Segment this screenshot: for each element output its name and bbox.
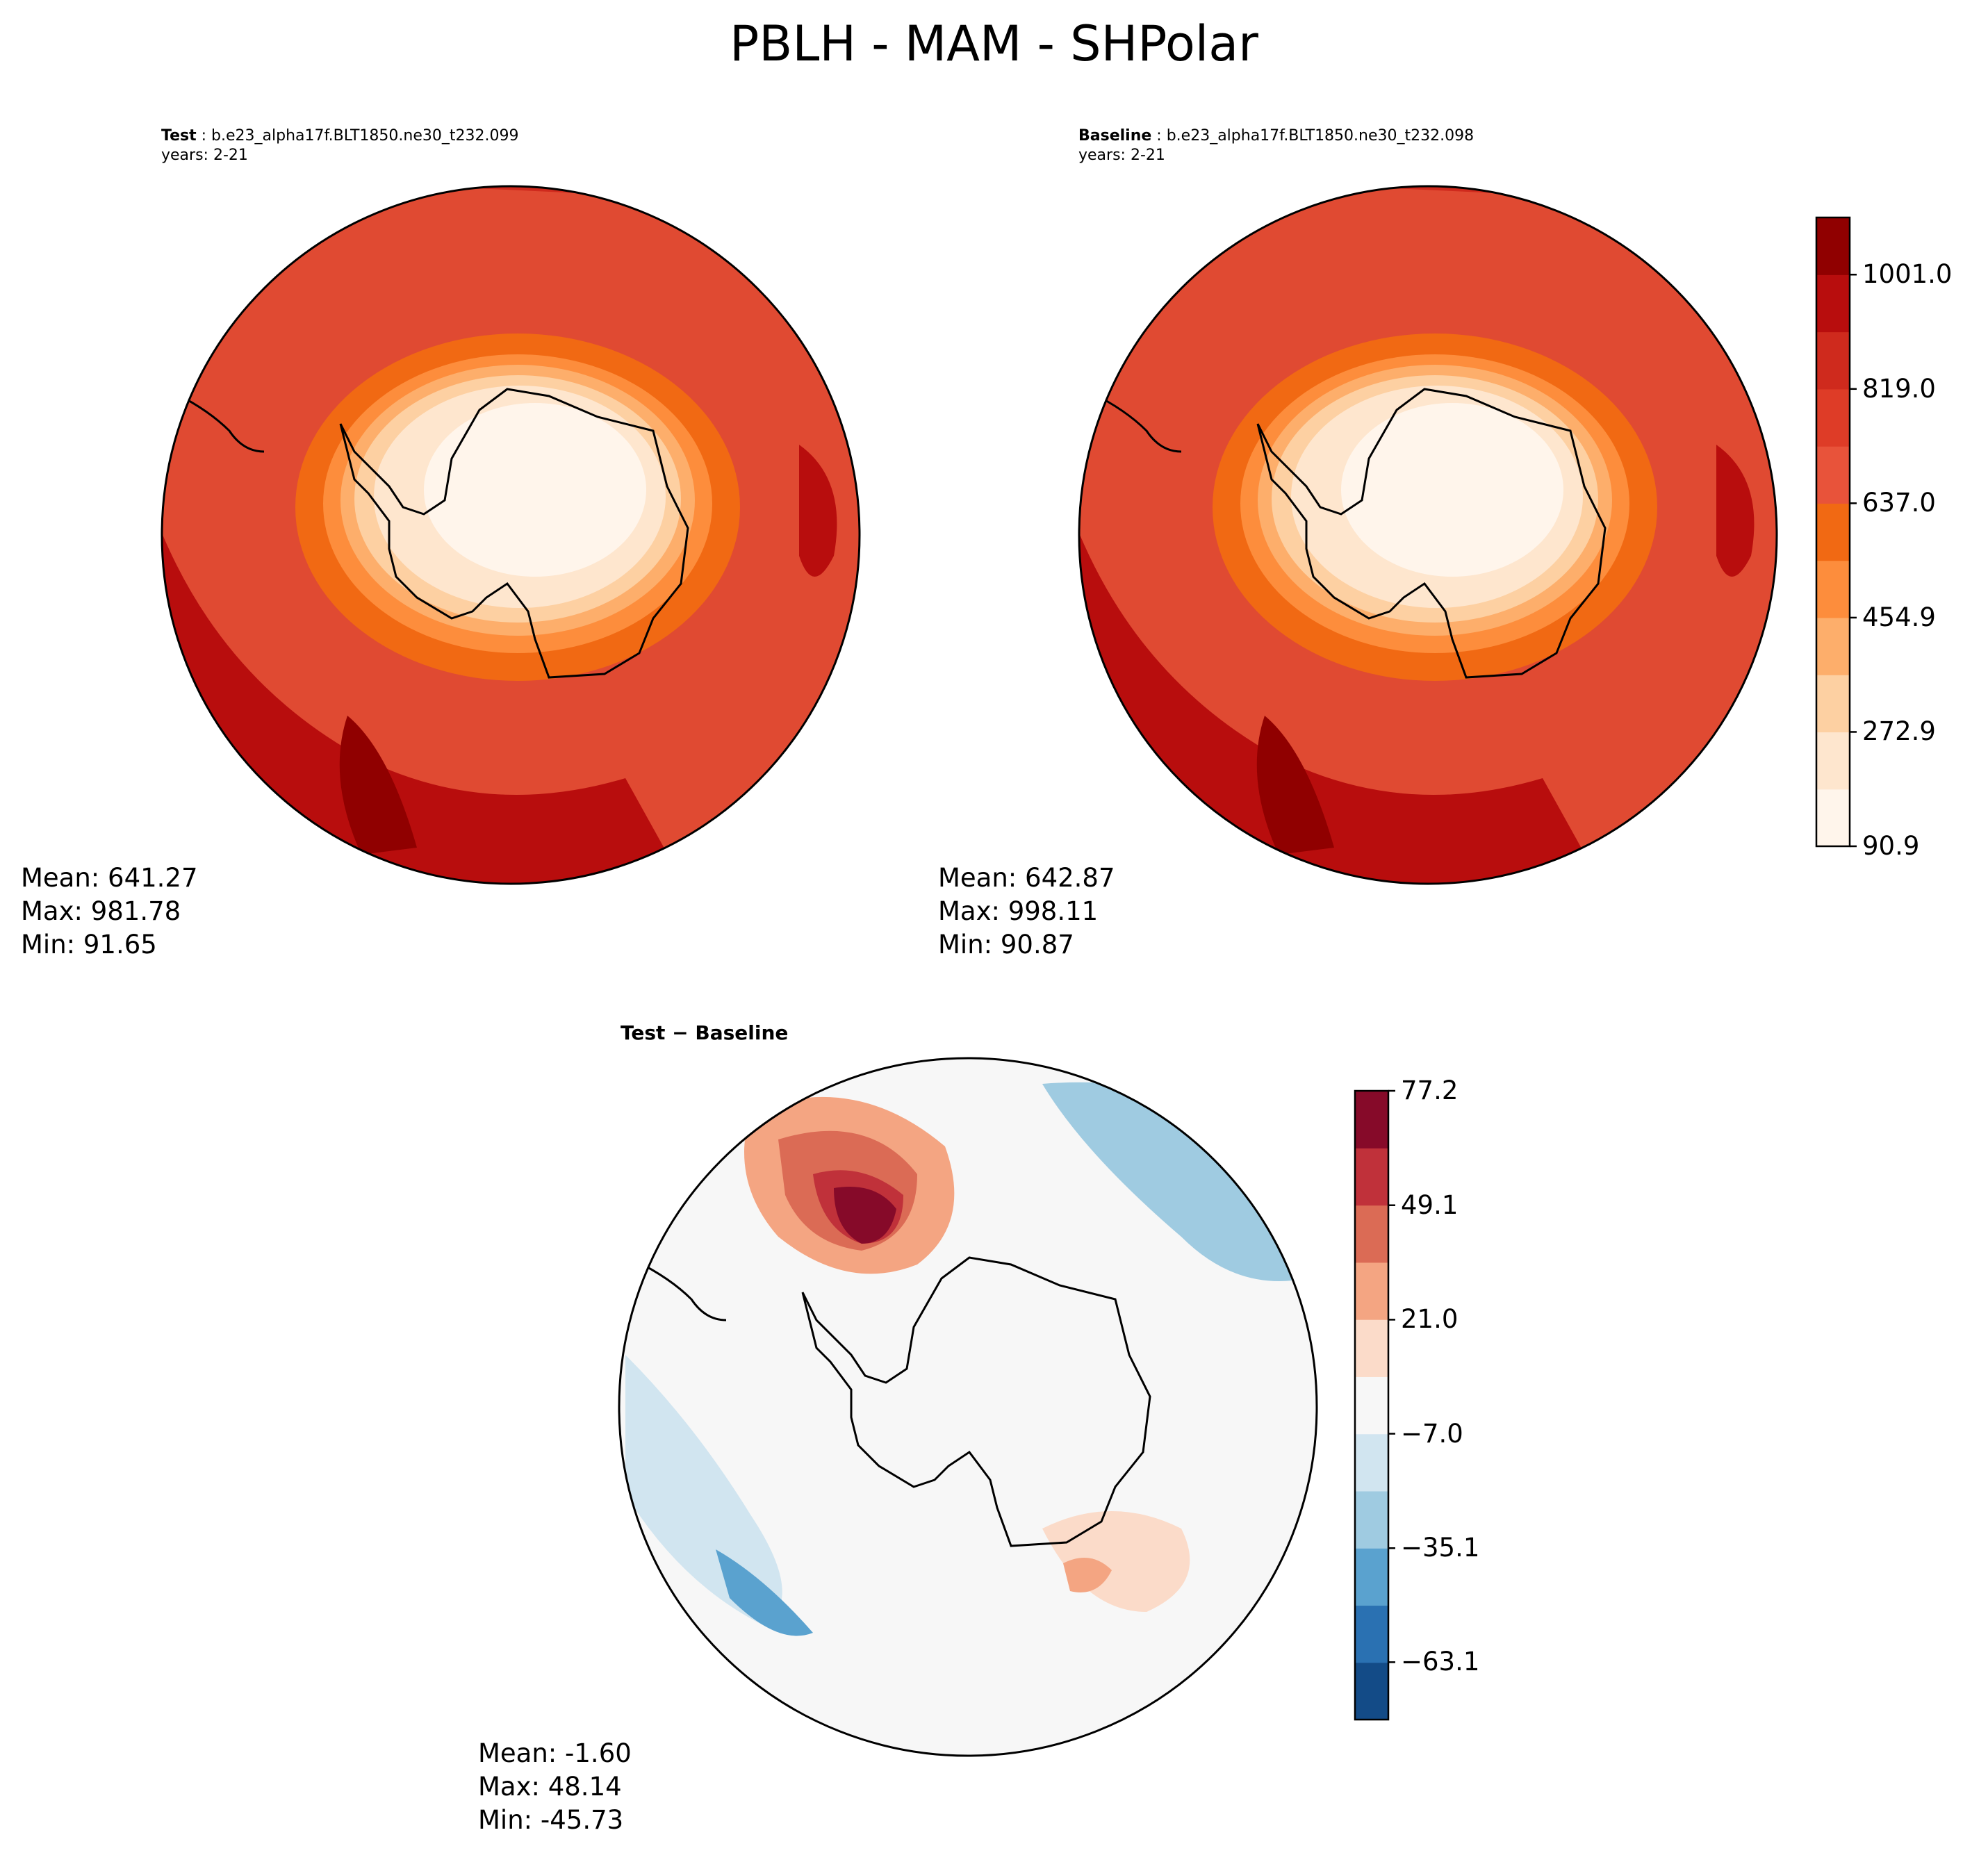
baseline-field-east-patch: [1716, 445, 1755, 577]
colorbar-diff-tick-label-5: 77.2: [1401, 1076, 1459, 1105]
test-label: Test: [161, 127, 197, 145]
colorbar-diff-segment-5: [1355, 1376, 1388, 1435]
baseline-label: Baseline: [1078, 127, 1152, 145]
baseline-south-america-coastline: [1090, 391, 1182, 453]
test-mean: Mean: 641.27: [21, 863, 198, 893]
colorbar-main-segment-4: [1816, 560, 1850, 618]
colorbar-diff-segment-0: [1355, 1662, 1388, 1720]
colorbar-diff-tick-label-2: −7.0: [1401, 1418, 1463, 1449]
diff-map: [619, 1058, 1317, 1756]
test-max: Max: 981.78: [21, 896, 181, 926]
diff-field-southwest-negative: [625, 1355, 782, 1626]
test-min: Min: 91.65: [21, 930, 157, 960]
colorbar-main-tick-label-4: 819.0: [1862, 373, 1936, 404]
colorbar-diff-segment-4: [1355, 1433, 1388, 1492]
test-panel-title: Test : b.e23_alpha17f.BLT1850.ne30_t232.…: [161, 127, 519, 164]
baseline-mean: Mean: 642.87: [938, 863, 1115, 893]
baseline-map: [1079, 186, 1777, 884]
diff-field-northeast-negative: [1042, 1082, 1317, 1282]
colorbar-diff-segment-3: [1355, 1490, 1388, 1549]
baseline-stats: Mean: 642.87 Max: 998.11 Min: 90.87: [938, 862, 1115, 962]
colorbar-diff-tick-label-1: −35.1: [1401, 1533, 1480, 1563]
test-map-boundary: [161, 185, 861, 885]
test-antarctica-coastline: [339, 388, 689, 679]
colorbar-diff-tick-label-0: −63.1: [1401, 1647, 1480, 1677]
test-field-max-patch: [339, 716, 417, 855]
colorbar-diff-segment-7: [1355, 1262, 1388, 1320]
diff-field-southeast-patch: [1063, 1558, 1112, 1592]
baseline-field-center: [1341, 403, 1563, 577]
diff-mean: Mean: -1.60: [478, 1738, 632, 1768]
diff-south-america-coastline: [635, 1260, 727, 1321]
colorbar-main-segment-2: [1816, 675, 1850, 733]
colorbar-main-segment-9: [1816, 274, 1850, 333]
colorbar-main-segment-7: [1816, 388, 1850, 447]
diff-stats: Mean: -1.60 Max: 48.14 Min: -45.73: [478, 1737, 632, 1837]
colorbar-diff-tick-label-3: 21.0: [1401, 1304, 1459, 1335]
colorbar-main-segment-8: [1816, 331, 1850, 390]
test-case-name: b.e23_alpha17f.BLT1850.ne30_t232.099: [211, 127, 519, 145]
colorbar-main-segment-0: [1816, 789, 1850, 847]
colorbar-diff-segment-10: [1355, 1091, 1388, 1148]
colorbar-diff-segment-6: [1355, 1319, 1388, 1377]
colorbar-main-tick-label-5: 1001.0: [1862, 259, 1953, 290]
diff-min: Min: -45.73: [478, 1805, 624, 1835]
colorbar-diff-segment-9: [1355, 1148, 1388, 1206]
diff-max: Max: 48.14: [478, 1772, 622, 1802]
baseline-field-max-patch: [1256, 716, 1334, 855]
diff-field-max-patch: [834, 1187, 896, 1244]
colorbar-diff-tick-label-4: 49.1: [1401, 1189, 1459, 1220]
colorbar-main: [1816, 217, 1857, 848]
baseline-years: years: 2-21: [1078, 147, 1165, 164]
colorbar-diff-outline: [1354, 1089, 1390, 1721]
colorbar-diff: [1355, 1089, 1395, 1720]
colorbar-main-segment-5: [1816, 503, 1850, 561]
colorbar-main-tick-label-1: 272.9: [1862, 716, 1936, 747]
baseline-antarctica-coastline: [1256, 388, 1607, 679]
diff-field-southwest-min: [716, 1549, 813, 1636]
colorbar-main-segment-1: [1816, 732, 1850, 790]
colorbar-diff-segment-8: [1355, 1205, 1388, 1263]
test-field-center: [424, 403, 646, 577]
test-south-america-coastline: [173, 391, 265, 453]
baseline-case-name: b.e23_alpha17f.BLT1850.ne30_t232.098: [1166, 127, 1474, 145]
colorbar-main-segment-6: [1816, 446, 1850, 504]
baseline-min: Min: 90.87: [938, 930, 1074, 960]
colorbar-diff-segment-2: [1355, 1548, 1388, 1606]
colorbar-main-tick-label-3: 637.0: [1862, 488, 1936, 518]
baseline-map-boundary: [1078, 185, 1778, 885]
test-stats: Mean: 641.27 Max: 981.78 Min: 91.65: [21, 862, 198, 962]
colorbar-diff-segment-1: [1355, 1605, 1388, 1663]
colorbar-main-segment-3: [1816, 617, 1850, 675]
test-years: years: 2-21: [161, 147, 248, 164]
colorbar-main-outline: [1815, 216, 1851, 848]
colorbar-main-segment-10: [1816, 217, 1850, 275]
diff-panel-title: Test − Baseline: [621, 1021, 789, 1044]
colorbar-main-tick-label-2: 454.9: [1862, 602, 1936, 632]
baseline-panel-title: Baseline : b.e23_alpha17f.BLT1850.ne30_t…: [1078, 127, 1474, 164]
figure-title: PBLH - MAM - SHPolar: [730, 15, 1258, 72]
diff-map-boundary: [618, 1057, 1318, 1757]
diff-antarctica-coastline: [801, 1256, 1151, 1547]
test-field-east-patch: [799, 445, 837, 577]
baseline-max: Max: 998.11: [938, 896, 1099, 926]
test-map: [162, 186, 860, 884]
diff-field-southeast-positive: [1042, 1511, 1190, 1612]
colorbar-main-tick-label-0: 90.9: [1862, 831, 1920, 861]
